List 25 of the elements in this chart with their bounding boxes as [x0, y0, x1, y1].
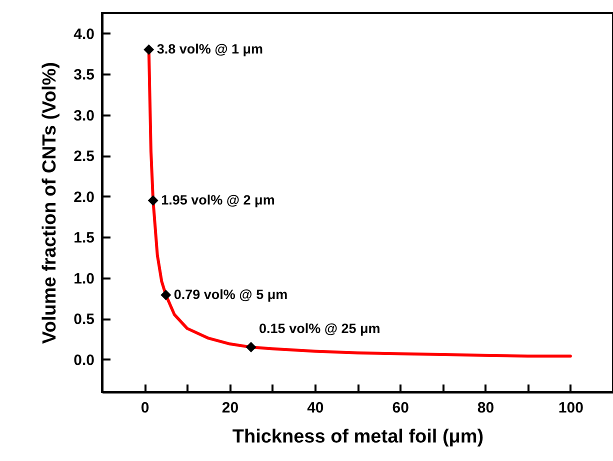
x-tick-label: 100 [558, 400, 584, 416]
y-tick-label: 1.5 [74, 230, 94, 247]
y-tick-label: 0.5 [74, 311, 94, 328]
annotation: 0.15 vol% @ 25 μm [259, 321, 380, 336]
y-tick-label: 3.5 [74, 66, 94, 84]
x-tick-label: 60 [392, 400, 409, 416]
y-tick-label: 0.0 [74, 352, 94, 369]
y-tick-label: 4.0 [74, 26, 94, 43]
annotation: 0.79 vol% @ 5 μm [174, 287, 288, 302]
annotation: 3.8 vol% @ 1 μm [156, 42, 264, 57]
y-tick-label: 2.0 [74, 188, 94, 206]
x-tick-label: 20 [222, 400, 239, 416]
y-tick-label: 1.0 [74, 270, 94, 288]
point [144, 44, 154, 55]
y-axis-title: Volume fraction of CNTs (Vol%) [40, 62, 61, 344]
point [246, 342, 256, 352]
point [148, 195, 158, 206]
point [160, 290, 172, 300]
x-axis-title: Thickness of metal foil (μm) [232, 426, 484, 448]
x-tick-label: 80 [477, 400, 494, 416]
x-tick-label: 40 [307, 400, 324, 416]
y-tick-label: 2.5 [74, 148, 94, 166]
y-tick-label: 3.0 [74, 107, 94, 124]
x-tick-label: 0 [140, 400, 150, 416]
annotation: 1.95 vol% @ 2 μm [161, 192, 275, 208]
